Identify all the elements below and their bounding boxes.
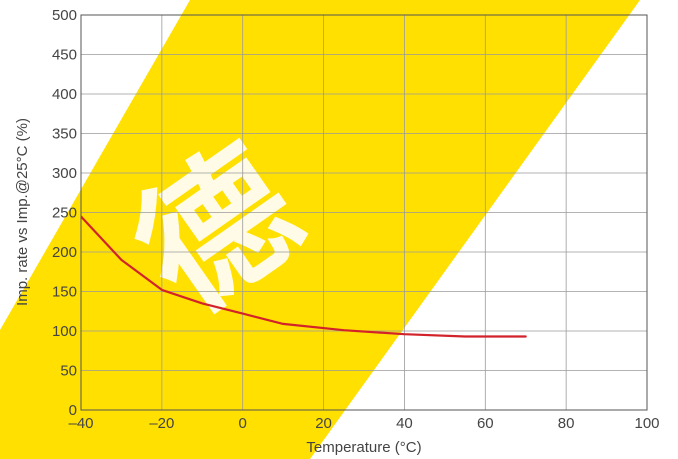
watermark: 德 — [0, 0, 640, 459]
y-tick-label: 500 — [52, 7, 77, 24]
y-axis-label: Imp. rate vs Imp.@25°C (%) — [14, 118, 31, 306]
x-axis-label: Temperature (°C) — [306, 439, 421, 456]
series-line — [81, 215, 527, 338]
y-axis-ticks: 0 50 100 150 200 250 300 350 400 450 500 — [52, 7, 77, 419]
x-tick-label: 20 — [315, 415, 332, 432]
x-axis-ticks: –40 –20 0 20 40 60 80 100 — [68, 415, 659, 432]
x-tick-label: –40 — [68, 415, 93, 432]
x-tick-label: 60 — [477, 415, 494, 432]
y-tick-label: 350 — [52, 126, 77, 143]
y-tick-label: 200 — [52, 244, 77, 261]
y-tick-label: 250 — [52, 205, 77, 222]
watermark-band — [0, 0, 640, 459]
x-tick-label: 80 — [558, 415, 575, 432]
y-tick-label: 300 — [52, 165, 77, 182]
y-tick-label: 50 — [60, 363, 77, 380]
x-tick-label: 100 — [634, 415, 659, 432]
y-tick-label: 400 — [52, 86, 77, 103]
y-tick-label: 100 — [52, 323, 77, 340]
x-tick-label: –20 — [149, 415, 174, 432]
y-tick-label: 0 — [69, 402, 77, 419]
y-tick-label: 150 — [52, 284, 77, 301]
y-tick-label: 450 — [52, 47, 77, 64]
x-tick-label: 40 — [396, 415, 413, 432]
x-tick-label: 0 — [239, 415, 247, 432]
plot-frame — [80, 14, 648, 411]
